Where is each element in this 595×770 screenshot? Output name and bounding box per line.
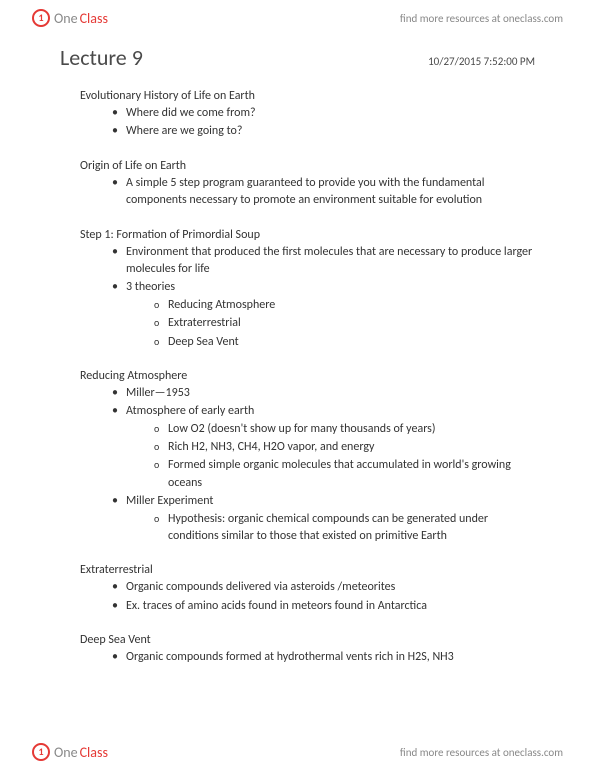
brand-class-text: Class (80, 10, 108, 27)
bullet-list: Where did we come from? Where are we goin… (60, 105, 535, 141)
section-heading: Extraterrestrial (60, 563, 535, 577)
sub-list-item: Low O2 (doesn't show up for many thousan… (154, 421, 535, 438)
brand-logo-footer[interactable]: 1 OneClass (32, 743, 108, 761)
list-item-text: Ex. traces of amino acids found in meteo… (126, 599, 427, 613)
brand-one-text: One (54, 744, 78, 761)
list-item-text: Miller—1953 (126, 386, 190, 400)
list-item: Environment that produced the first mole… (112, 244, 535, 279)
sub-bullet-list: Hypothesis: organic chemical compounds c… (126, 511, 535, 546)
brand-class-text: Class (80, 744, 108, 761)
brand-circle-text: 1 (38, 13, 43, 23)
title-row: Lecture 9 10/27/2015 7:52:00 PM (60, 44, 535, 71)
list-item-text: 3 theories (126, 280, 175, 294)
page-title: Lecture 9 (60, 44, 143, 71)
sub-list-item: Deep Sea Vent (154, 334, 535, 351)
list-item: Where did we come from? (112, 105, 535, 122)
list-item: Miller Experiment Hypothesis: organic che… (112, 493, 535, 545)
list-item: Organic compounds formed at hydrothermal… (112, 649, 535, 666)
list-item: Atmosphere of early earth Low O2 (doesn't… (112, 403, 535, 492)
section: Deep Sea Vent Organic compounds formed at… (60, 633, 535, 666)
page-header: 1 OneClass find more resources at onecla… (0, 0, 595, 36)
resource-link-top[interactable]: find more resources at oneclass.com (400, 12, 563, 25)
list-item-text: Organic compounds formed at hydrothermal… (126, 650, 454, 664)
section: Step 1: Formation of Primordial Soup Envi… (60, 228, 535, 351)
sub-list-item: Rich H2, NH3, CH4, H2O vapor, and energy (154, 439, 535, 456)
list-item: Organic compounds delivered via asteroid… (112, 579, 535, 596)
sub-list-item: Formed simple organic molecules that acc… (154, 457, 535, 492)
section-heading: Evolutionary History of Life on Earth (60, 89, 535, 103)
list-item: Where are we going to? (112, 123, 535, 140)
bullet-list: Organic compounds formed at hydrothermal… (60, 649, 535, 666)
section: Evolutionary History of Life on Earth Whe… (60, 89, 535, 141)
list-item-text: Organic compounds delivered via asteroid… (126, 580, 395, 594)
list-item-text: Where did we come from? (126, 106, 256, 120)
list-item-text: Where are we going to? (126, 124, 242, 138)
sub-list-item: Extraterrestrial (154, 315, 535, 332)
list-item-text: A simple 5 step program guaranteed to pr… (126, 176, 485, 207)
page-footer: 1 OneClass find more resources at onecla… (0, 734, 595, 770)
sub-bullet-list: Reducing AtmosphereExtraterrestrial Deep … (126, 297, 535, 351)
bullet-list: Environment that produced the first mole… (60, 244, 535, 351)
section-heading: Origin of Life on Earth (60, 159, 535, 173)
section-heading: Deep Sea Vent (60, 633, 535, 647)
resource-link-bottom[interactable]: find more resources at oneclass.com (400, 746, 563, 759)
section: Origin of Life on Earth A simple 5 step p… (60, 159, 535, 210)
document-content: Lecture 9 10/27/2015 7:52:00 PM Evolutio… (0, 0, 595, 729)
section: Extraterrestrial Organic compounds delive… (60, 563, 535, 615)
list-item: Miller—1953 (112, 385, 535, 402)
section-heading: Step 1: Formation of Primordial Soup (60, 228, 535, 242)
sub-list-item: Hypothesis: organic chemical compounds c… (154, 511, 535, 546)
brand-circle-icon: 1 (32, 743, 50, 761)
list-item: 3 theories Reducing AtmosphereExtraterres… (112, 279, 535, 351)
list-item: A simple 5 step program guaranteed to pr… (112, 175, 535, 210)
bullet-list: Miller—1953 Atmosphere of early earth Low … (60, 385, 535, 546)
list-item-text: Atmosphere of early earth (126, 404, 254, 418)
brand-logo[interactable]: 1 OneClass (32, 9, 108, 27)
sub-list-item: Reducing Atmosphere (154, 297, 535, 314)
list-item-text: Miller Experiment (126, 494, 213, 508)
list-item-text: Environment that produced the first mole… (126, 245, 532, 276)
timestamp: 10/27/2015 7:52:00 PM (428, 55, 535, 68)
sub-bullet-list: Low O2 (doesn't show up for many thousan… (126, 421, 535, 493)
bullet-list: A simple 5 step program guaranteed to pr… (60, 175, 535, 210)
brand-one-text: One (54, 10, 78, 27)
list-item: Ex. traces of amino acids found in meteo… (112, 598, 535, 615)
brand-circle-icon: 1 (32, 9, 50, 27)
section: Reducing Atmosphere Miller—1953 Atmosphere… (60, 369, 535, 546)
brand-circle-text: 1 (38, 747, 43, 757)
bullet-list: Organic compounds delivered via asteroid… (60, 579, 535, 615)
section-heading: Reducing Atmosphere (60, 369, 535, 383)
